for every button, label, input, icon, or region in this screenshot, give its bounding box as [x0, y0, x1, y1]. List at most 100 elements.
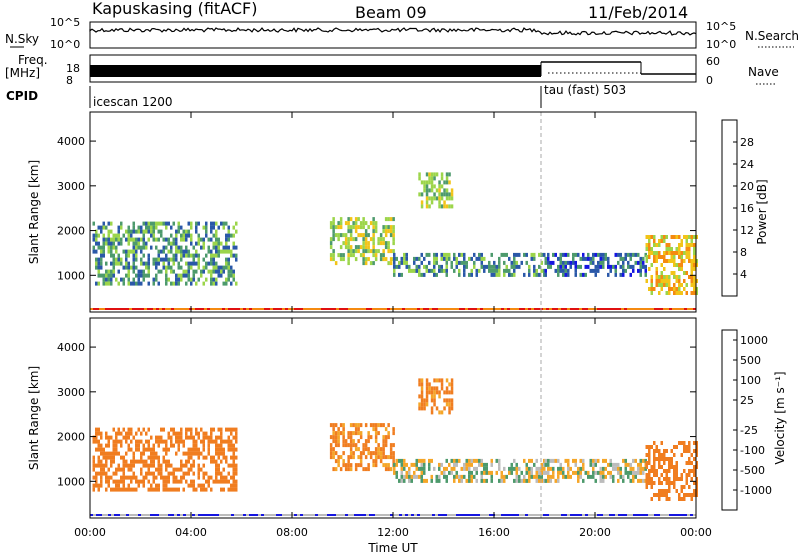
echo-cell	[132, 451, 135, 456]
echo-cell	[185, 451, 188, 456]
echo-cell	[564, 458, 567, 463]
echo-cell	[347, 455, 350, 460]
echo-cell	[147, 261, 150, 266]
ground-scatter-cell	[165, 514, 168, 516]
echo-cell	[403, 458, 406, 463]
echo-cell	[387, 229, 390, 234]
echo-cell	[450, 192, 454, 197]
echo-cell	[680, 243, 683, 247]
echo-cell	[364, 455, 368, 460]
echo-cell	[567, 458, 570, 463]
echo-cell	[367, 233, 370, 238]
ground-scatter-cell	[387, 308, 390, 310]
y-tick-label: 1000	[57, 475, 85, 488]
ground-scatter-cell	[507, 514, 510, 516]
echo-cell	[115, 487, 118, 492]
echo-cell	[142, 447, 145, 452]
echo-cell	[648, 235, 651, 239]
echo-cell	[227, 463, 230, 468]
ground-scatter-cell	[405, 514, 408, 516]
echo-cell	[207, 447, 210, 452]
ground-scatter-cell	[267, 514, 270, 516]
echo-cell	[639, 256, 642, 261]
echo-cell	[167, 221, 170, 226]
echo-cell	[175, 451, 178, 456]
echo-cell	[663, 259, 666, 263]
echo-cell	[207, 237, 210, 242]
echo-cell	[653, 441, 656, 445]
echo-cell	[455, 458, 458, 463]
echo-cell	[339, 423, 343, 428]
colorbar-tick-label: 12	[740, 224, 754, 237]
echo-cell	[200, 439, 203, 444]
echo-cell	[393, 466, 396, 471]
echo-cell	[655, 251, 658, 255]
echo-cell	[212, 221, 215, 226]
echo-cell	[448, 398, 451, 403]
ground-scatter-cell	[387, 514, 390, 516]
echo-cell	[175, 435, 178, 440]
ground-scatter-cell	[576, 308, 579, 310]
echo-cell	[435, 260, 438, 265]
echo-cell	[364, 257, 368, 262]
echo-cell	[215, 237, 218, 242]
echo-cell	[493, 268, 496, 273]
echo-cell	[637, 252, 640, 257]
echo-cell	[642, 458, 645, 463]
echo-cell	[100, 467, 103, 472]
echo-cell	[152, 447, 155, 452]
echo-cell	[624, 466, 627, 471]
echo-cell	[227, 257, 230, 262]
echo-cell	[232, 277, 235, 282]
echo-cell	[359, 435, 363, 440]
echo-cell	[579, 466, 582, 471]
echo-cell	[693, 465, 696, 469]
ground-scatter-cell	[369, 514, 372, 516]
echo-cell	[137, 281, 140, 286]
echo-cell	[374, 451, 378, 456]
echo-cell	[155, 221, 158, 226]
echo-cell	[132, 459, 135, 464]
echo-cell	[530, 466, 533, 471]
echo-cell	[137, 225, 140, 230]
echo-cell	[170, 225, 173, 230]
echo-cell	[225, 265, 228, 270]
echo-cell	[182, 443, 185, 448]
echo-cell	[359, 233, 363, 238]
echo-cell	[443, 192, 446, 197]
echo-cell	[150, 459, 153, 464]
echo-cell	[448, 204, 451, 209]
echo-cell	[423, 180, 426, 185]
echo-cell	[235, 281, 238, 286]
echo-cell	[122, 471, 125, 476]
echo-cell	[175, 253, 178, 258]
echo-cell	[225, 427, 228, 432]
ground-scatter-cell	[585, 308, 588, 310]
echo-cell	[339, 253, 343, 258]
echo-cell	[592, 458, 595, 463]
ground-scatter-cell	[228, 514, 231, 516]
echo-cell	[490, 272, 493, 277]
echo-cell	[445, 196, 449, 201]
velocity-echo-cells	[90, 378, 698, 516]
echo-cell	[607, 264, 610, 269]
echo-cell	[362, 241, 365, 246]
echo-cell	[177, 431, 180, 436]
echo-cell	[520, 260, 523, 265]
ground-scatter-cell	[477, 514, 480, 516]
echo-cell	[430, 268, 433, 273]
echo-cell	[648, 247, 651, 251]
echo-cell	[450, 260, 453, 265]
echo-cell	[190, 431, 193, 436]
echo-cell	[220, 487, 223, 492]
echo-cell	[622, 272, 625, 277]
echo-cell	[438, 264, 441, 269]
echo-cell	[329, 447, 333, 452]
echo-cell	[658, 493, 661, 497]
echo-cell	[150, 229, 153, 234]
echo-cell	[347, 253, 350, 258]
echo-cell	[349, 451, 353, 456]
echo-cell	[690, 279, 693, 283]
ground-scatter-cell	[522, 308, 525, 310]
